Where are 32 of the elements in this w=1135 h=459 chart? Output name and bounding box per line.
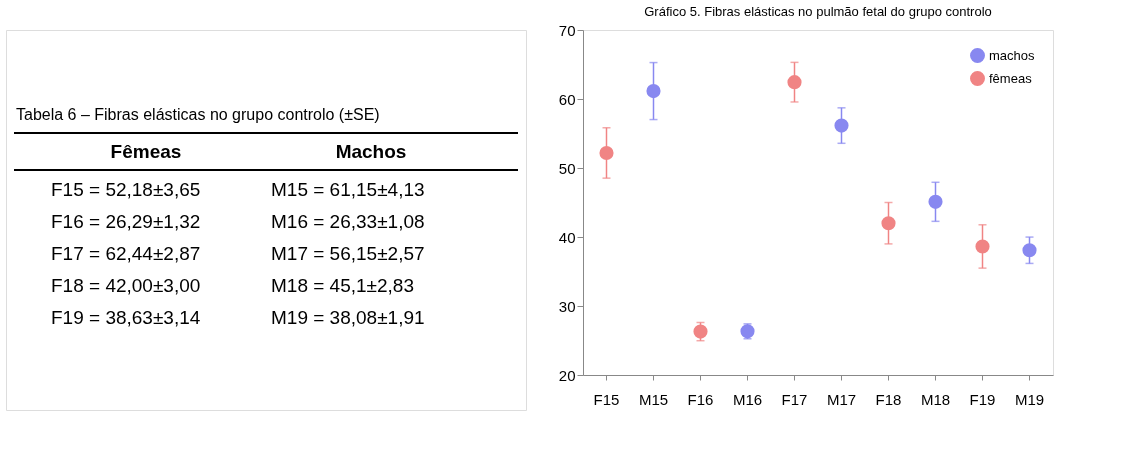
text: Tabela 6 – Fibras elásticas no grupo controlo (±SE) [16, 106, 380, 123]
text: Machos [335, 141, 407, 162]
text: F15 = 52,18±3,65 [51, 179, 201, 200]
text: M19 = 38,08±1,91 [271, 307, 425, 328]
text: M18 = 45,1±2,83 [271, 275, 415, 296]
y-tick-label: 40 [558, 228, 576, 246]
text: F16 = 26,29±1,32 [51, 211, 201, 232]
y-tick-label: 20 [558, 366, 576, 384]
legend-label: machos [989, 47, 1036, 63]
y-tick-label: 60 [558, 90, 576, 108]
legend-label: fêmeas [989, 70, 1033, 86]
x-tick-label: M15 [638, 390, 669, 408]
x-tick-label: M16 [732, 390, 763, 408]
text: F18 = 42,00±3,00 [51, 275, 201, 296]
chart-title: Gráfico 5. Fibras elásticas no pulmão fetal do grupo controlo [644, 4, 992, 19]
x-tick-label: F16 [687, 390, 714, 408]
x-tick-label: F19 [969, 390, 996, 408]
text: M17 = 56,15±2,57 [271, 243, 425, 264]
x-tick-label: F15 [593, 390, 620, 408]
text: F19 = 38,63±3,14 [51, 307, 201, 328]
x-tick-label: M17 [826, 390, 857, 408]
x-tick-label: M18 [920, 390, 951, 408]
y-tick-label: 30 [558, 297, 576, 315]
x-tick-label: F17 [781, 390, 808, 408]
y-tick-label: 50 [558, 159, 576, 177]
text: M16 = 26,33±1,08 [271, 211, 425, 232]
x-tick-label: F18 [875, 390, 902, 408]
y-tick-label: 70 [558, 21, 576, 39]
x-tick-label: M19 [1014, 390, 1045, 408]
text: F17 = 62,44±2,87 [51, 243, 201, 264]
text: Fêmeas [110, 141, 182, 162]
text: M15 = 61,15±4,13 [271, 179, 425, 200]
